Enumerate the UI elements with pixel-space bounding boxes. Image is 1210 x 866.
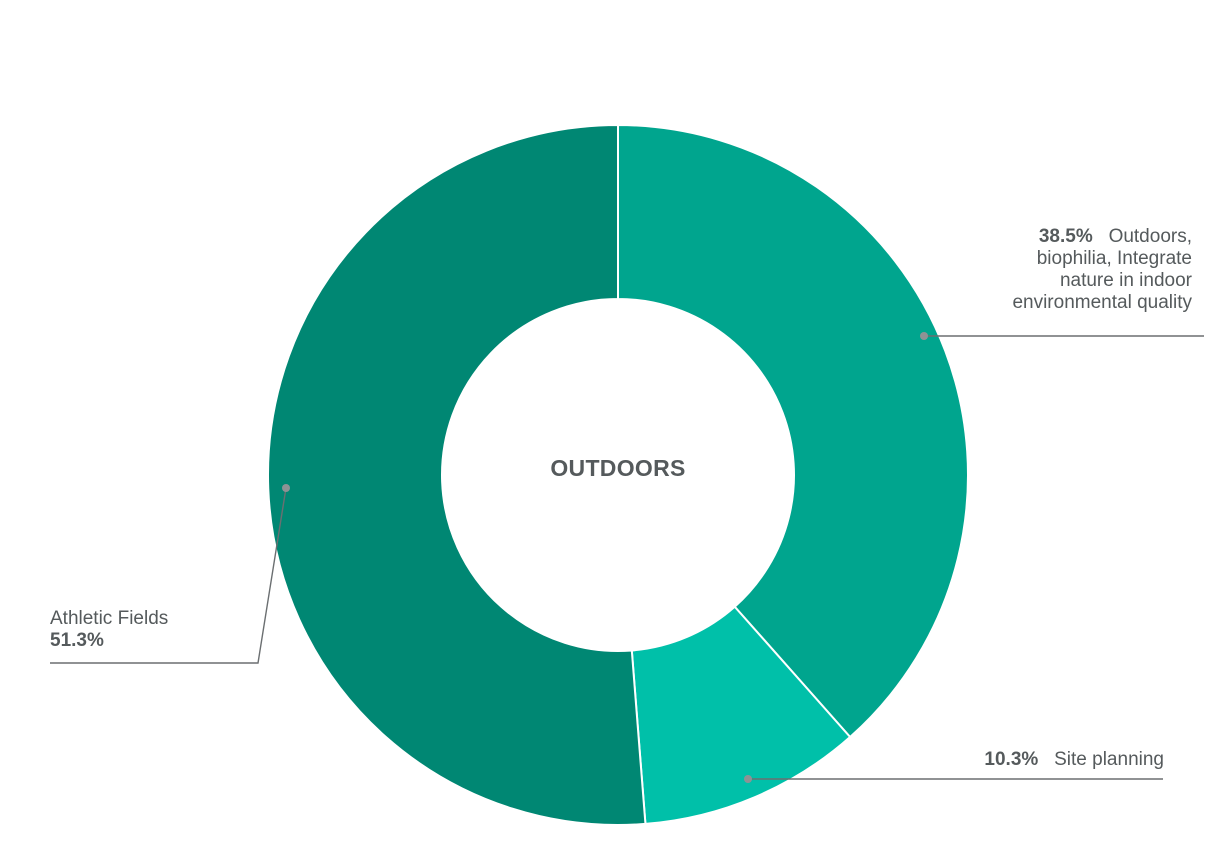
label-athletic-fields-text: Athletic Fields — [50, 608, 169, 629]
leader-outdoors-biophilia-dot — [920, 332, 928, 340]
slice-outdoors-biophilia — [617, 123, 969, 739]
slice-athletic-fields — [267, 123, 647, 826]
leader-athletic-fields — [50, 487, 287, 664]
leader-site-planning-dot — [744, 775, 752, 783]
label-site-planning: 10.3% Site planning — [900, 749, 1164, 771]
label-line-4: environmental quality — [1012, 292, 1192, 313]
pct-outdoors-biophilia: 38.5% — [1038, 226, 1093, 247]
label-line-2: biophilia, Integrate — [1036, 248, 1192, 269]
label-line-1: Outdoors, — [1108, 226, 1192, 247]
donut-center-title: OUTDOORS — [550, 455, 686, 481]
pct-athletic-fields: 51.3% — [50, 630, 104, 651]
label-outdoors-biophilia: 38.5% Outdoors, biophilia, Integrate nat… — [900, 226, 1192, 314]
label-line-3: nature in indoor — [1059, 270, 1192, 291]
pct-site-planning: 10.3% — [984, 749, 1039, 770]
label-athletic-fields: Athletic Fields 51.3% — [50, 608, 270, 652]
label-site-planning-text: Site planning — [1054, 749, 1164, 770]
leader-athletic-fields-dot — [282, 484, 290, 492]
